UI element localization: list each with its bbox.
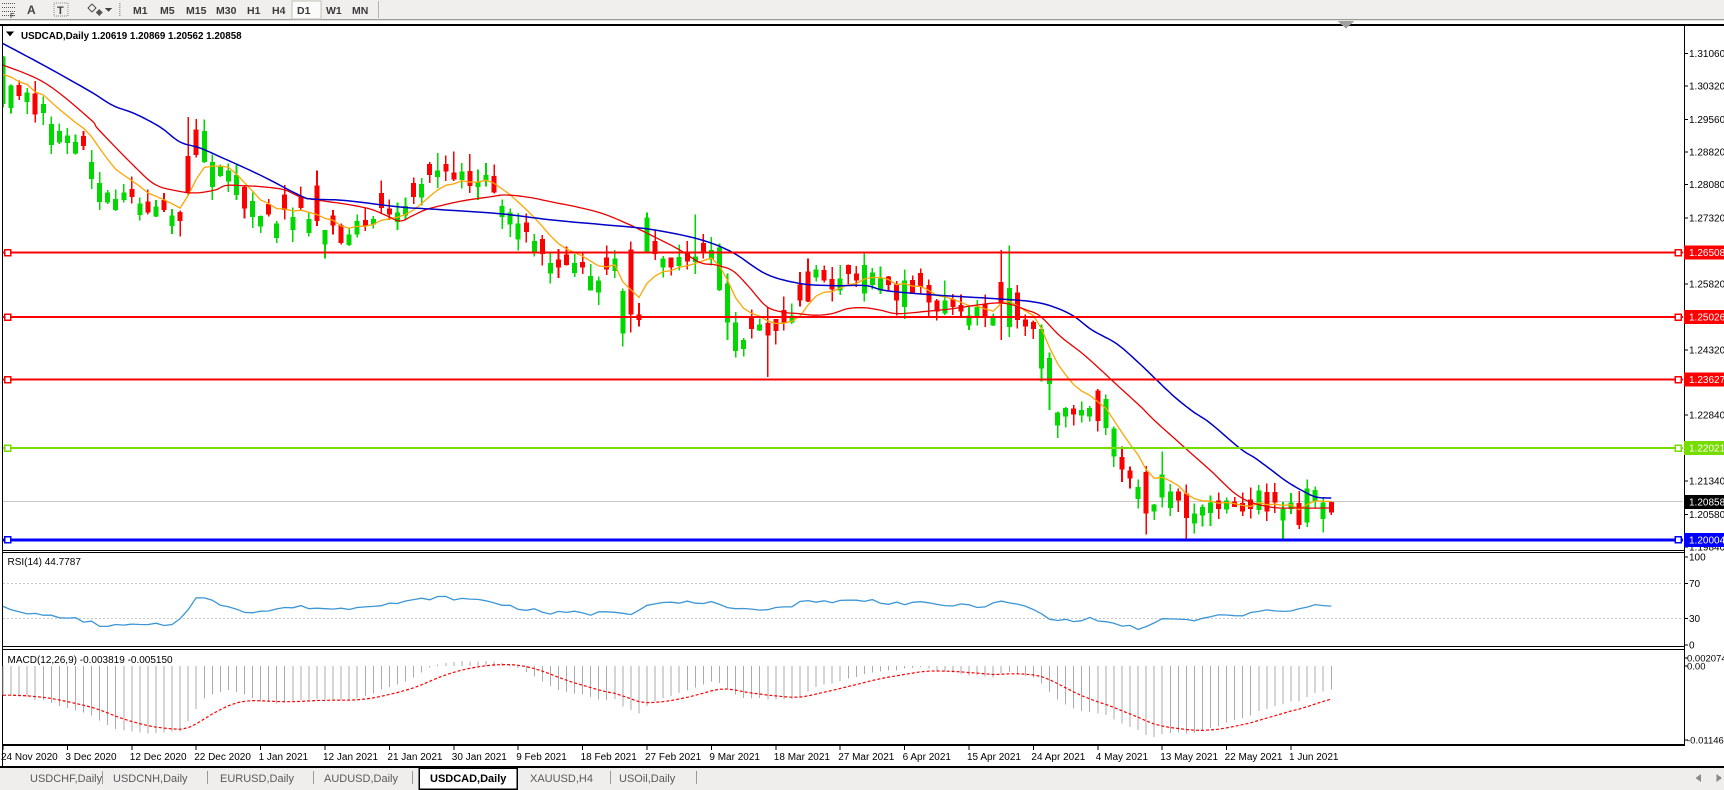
svg-text:100: 100 xyxy=(1689,552,1706,563)
svg-text:1.28080: 1.28080 xyxy=(1689,180,1724,191)
svg-text:30: 30 xyxy=(1689,614,1701,625)
svg-text:6 Apr 2021: 6 Apr 2021 xyxy=(903,752,952,763)
svg-text:1 Jun 2021: 1 Jun 2021 xyxy=(1289,752,1339,763)
svg-text:1.29560: 1.29560 xyxy=(1689,115,1724,126)
svg-text:4 May 2021: 4 May 2021 xyxy=(1096,752,1149,763)
svg-text:18 Mar 2021: 18 Mar 2021 xyxy=(774,752,831,763)
svg-text:MN: MN xyxy=(352,5,368,17)
svg-text:D1: D1 xyxy=(297,5,311,17)
svg-text:1.21340: 1.21340 xyxy=(1689,477,1724,488)
svg-text:USDCNH,Daily: USDCNH,Daily xyxy=(113,773,188,785)
svg-text:AUDUSD,Daily: AUDUSD,Daily xyxy=(324,773,398,785)
svg-text:1.20004: 1.20004 xyxy=(1689,535,1724,546)
svg-text:MACD(12,26,9) -0.003819 -0.005: MACD(12,26,9) -0.003819 -0.005150 xyxy=(8,655,174,666)
svg-text:9 Feb 2021: 9 Feb 2021 xyxy=(516,752,567,763)
svg-text:USDCHF,Daily: USDCHF,Daily xyxy=(30,773,103,785)
svg-text:1.22840: 1.22840 xyxy=(1689,411,1724,422)
svg-text:M5: M5 xyxy=(160,5,175,17)
svg-text:0.00: 0.00 xyxy=(1687,662,1706,673)
svg-text:0: 0 xyxy=(1689,641,1695,652)
svg-text:21 Jan 2021: 21 Jan 2021 xyxy=(387,752,442,763)
svg-text:27 Feb 2021: 27 Feb 2021 xyxy=(645,752,702,763)
svg-text:M1: M1 xyxy=(133,5,148,17)
svg-text:1.30320: 1.30320 xyxy=(1689,82,1724,93)
svg-text:0.002074: 0.002074 xyxy=(1687,654,1724,665)
svg-text:1.20580: 1.20580 xyxy=(1689,510,1724,521)
svg-text:1.24320: 1.24320 xyxy=(1689,346,1724,357)
svg-text:RSI(14) 44.7787: RSI(14) 44.7787 xyxy=(8,557,82,568)
svg-text:22 May 2021: 22 May 2021 xyxy=(1225,752,1283,763)
svg-text:1.25820: 1.25820 xyxy=(1689,280,1724,291)
svg-text:18 Feb 2021: 18 Feb 2021 xyxy=(581,752,638,763)
svg-text:1.26508: 1.26508 xyxy=(1689,248,1724,259)
svg-text:M30: M30 xyxy=(216,5,237,17)
svg-text:30 Jan 2021: 30 Jan 2021 xyxy=(452,752,507,763)
svg-text:22 Dec 2020: 22 Dec 2020 xyxy=(194,752,251,763)
svg-text:12 Jan 2021: 12 Jan 2021 xyxy=(323,752,378,763)
svg-text:T: T xyxy=(57,5,64,17)
svg-text:70: 70 xyxy=(1689,579,1701,590)
svg-text:F: F xyxy=(10,11,15,20)
svg-text:24 Apr 2021: 24 Apr 2021 xyxy=(1031,752,1085,763)
svg-text:24 Nov 2020: 24 Nov 2020 xyxy=(1,752,58,763)
svg-text:M15: M15 xyxy=(186,5,207,17)
svg-text:12 Dec 2020: 12 Dec 2020 xyxy=(130,752,187,763)
svg-text:1.22021: 1.22021 xyxy=(1689,444,1724,455)
svg-text:1.27320: 1.27320 xyxy=(1689,214,1724,225)
svg-text:1.20858: 1.20858 xyxy=(1689,498,1724,509)
svg-text:H1: H1 xyxy=(247,5,261,17)
svg-text:USOil,Daily: USOil,Daily xyxy=(619,773,676,785)
svg-text:H4: H4 xyxy=(272,5,286,17)
svg-text:13 May 2021: 13 May 2021 xyxy=(1160,752,1218,763)
svg-text:1.23627: 1.23627 xyxy=(1689,375,1724,386)
svg-text:1.19840: 1.19840 xyxy=(1689,542,1724,553)
svg-text:27 Mar 2021: 27 Mar 2021 xyxy=(838,752,895,763)
svg-text:1.25026: 1.25026 xyxy=(1689,313,1724,324)
svg-text:USDCAD,Daily 1.20619 1.20869: USDCAD,Daily 1.20619 1.20869 1.20562 1.2… xyxy=(21,31,242,42)
svg-text:A: A xyxy=(27,3,36,17)
svg-text:9 Mar 2021: 9 Mar 2021 xyxy=(709,752,760,763)
svg-text:USDCAD,Daily: USDCAD,Daily xyxy=(430,773,507,785)
svg-text:1.28820: 1.28820 xyxy=(1689,148,1724,159)
svg-text:1.31060: 1.31060 xyxy=(1689,49,1724,60)
svg-text:1 Jan 2021: 1 Jan 2021 xyxy=(259,752,309,763)
svg-text:XAUUSD,H4: XAUUSD,H4 xyxy=(530,773,593,785)
svg-text:W1: W1 xyxy=(326,5,342,17)
svg-text:15 Apr 2021: 15 Apr 2021 xyxy=(967,752,1021,763)
svg-text:3 Dec 2020: 3 Dec 2020 xyxy=(65,752,117,763)
svg-text:EURUSD,Daily: EURUSD,Daily xyxy=(220,773,294,785)
